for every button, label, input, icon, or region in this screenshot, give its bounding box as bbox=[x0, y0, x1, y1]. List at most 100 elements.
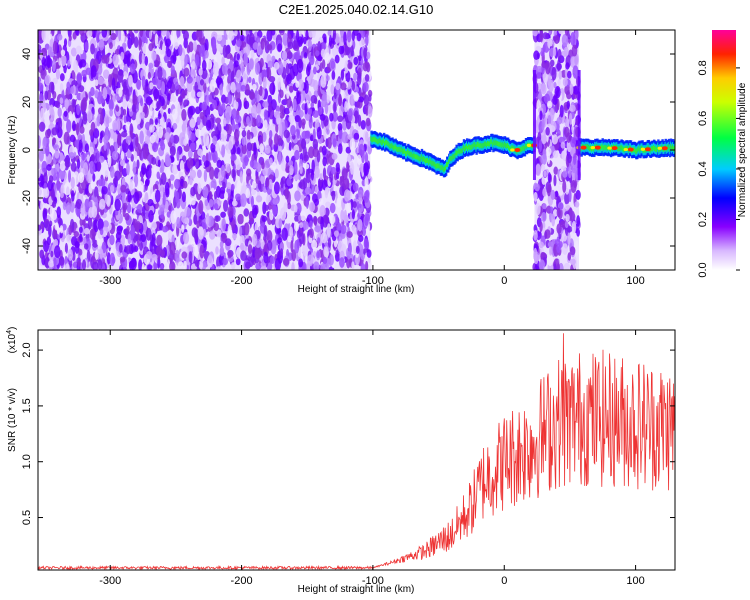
noise-blob bbox=[83, 236, 87, 246]
noise-blob bbox=[287, 41, 294, 50]
noise-blob bbox=[174, 239, 180, 250]
noise-blob bbox=[266, 66, 272, 81]
noise-blob bbox=[252, 180, 257, 189]
noise-blob bbox=[278, 122, 283, 137]
noise-blob bbox=[56, 181, 60, 192]
noise-blob bbox=[38, 58, 41, 68]
noise-blob bbox=[303, 220, 309, 230]
signal-peak-halo bbox=[623, 147, 628, 152]
noise-blob bbox=[576, 228, 580, 237]
noise-blob bbox=[558, 70, 563, 80]
noise-blob bbox=[553, 81, 557, 89]
noise-blob bbox=[320, 263, 326, 270]
noise-blob bbox=[271, 55, 276, 63]
noise-blob bbox=[41, 160, 48, 173]
noise-blob bbox=[43, 172, 48, 185]
signal-peak-halo bbox=[590, 146, 595, 150]
noise-blob bbox=[44, 90, 49, 101]
noise-blob bbox=[556, 207, 561, 218]
noise-blob bbox=[285, 166, 291, 174]
noise-blob bbox=[337, 222, 342, 231]
noise-blob bbox=[114, 142, 118, 152]
noise-blob bbox=[161, 43, 166, 55]
noise-blob bbox=[129, 141, 134, 153]
noise-blob bbox=[343, 178, 350, 191]
noise-blob bbox=[73, 59, 79, 73]
noise-blob bbox=[212, 61, 219, 76]
noise-blob bbox=[357, 96, 365, 103]
noise-blob bbox=[46, 55, 51, 69]
noise-blob bbox=[246, 116, 250, 125]
noise-blob bbox=[56, 171, 60, 184]
noise-blob bbox=[48, 175, 54, 183]
noise-blob bbox=[278, 30, 284, 34]
noise-blob bbox=[99, 228, 104, 236]
y-tick-label-4: 40 bbox=[21, 48, 33, 60]
noise-blob bbox=[296, 48, 300, 62]
noise-blob bbox=[313, 79, 319, 92]
noise-blob bbox=[190, 186, 196, 197]
noise-blob bbox=[262, 76, 267, 90]
noise-blob bbox=[546, 100, 553, 109]
noise-blob bbox=[289, 226, 294, 239]
noise-blob bbox=[563, 126, 570, 138]
noise-blob bbox=[235, 160, 242, 171]
noise-blob bbox=[196, 116, 201, 126]
snr-multiplier-close: ) bbox=[7, 327, 18, 330]
noise-blob bbox=[533, 50, 540, 60]
noise-blob bbox=[286, 95, 292, 109]
y-tick-label-3: 2.0 bbox=[21, 342, 33, 357]
noise-blob bbox=[156, 77, 163, 90]
noise-blob bbox=[355, 245, 360, 254]
noise-blob bbox=[151, 253, 158, 261]
noise-blob bbox=[281, 176, 287, 184]
signal-peak-halo bbox=[657, 146, 662, 150]
noise-blob bbox=[148, 62, 154, 69]
noise-blob bbox=[303, 154, 309, 162]
noise-blob bbox=[78, 139, 83, 153]
noise-blob bbox=[150, 221, 157, 231]
noise-blob bbox=[322, 256, 328, 265]
noise-blob bbox=[66, 67, 71, 80]
noise-blob bbox=[222, 257, 229, 266]
noise-blob bbox=[79, 233, 83, 242]
y-tick-label-2: 1.5 bbox=[21, 398, 33, 413]
noise-blob bbox=[319, 62, 323, 72]
noise-blob bbox=[251, 104, 258, 118]
noise-blob bbox=[127, 233, 132, 245]
noise-blob bbox=[307, 30, 314, 38]
noise-blob bbox=[317, 106, 323, 116]
noise-blob bbox=[64, 242, 68, 255]
noise-blob bbox=[226, 164, 231, 174]
svg-text:(x104): (x104) bbox=[6, 327, 18, 354]
noise-blob bbox=[38, 135, 41, 149]
noise-blob bbox=[206, 114, 211, 122]
noise-blob bbox=[153, 166, 157, 175]
noise-blob bbox=[196, 169, 202, 179]
noise-blob bbox=[99, 248, 104, 260]
noise-blob bbox=[181, 191, 186, 203]
noise-blob bbox=[352, 182, 359, 192]
noise-blob bbox=[240, 242, 245, 251]
noise-blob bbox=[278, 145, 283, 152]
noise-blob bbox=[254, 248, 261, 260]
noise-blob bbox=[351, 224, 357, 235]
noise-blob bbox=[298, 181, 303, 188]
noise-blob bbox=[322, 42, 327, 50]
noise-blob bbox=[321, 145, 327, 156]
noise-blob bbox=[332, 111, 339, 122]
noise-blob bbox=[343, 31, 347, 46]
noise-blob bbox=[365, 213, 370, 222]
noise-blob bbox=[363, 81, 369, 93]
noise-blob bbox=[553, 34, 560, 44]
noise-blob bbox=[166, 168, 171, 180]
noise-blob bbox=[140, 89, 145, 96]
noise-blob bbox=[312, 147, 319, 158]
noise-blob bbox=[222, 117, 227, 127]
noise-blob bbox=[329, 112, 334, 122]
noise-blob bbox=[189, 175, 193, 186]
noise-blob bbox=[542, 32, 549, 40]
noise-blob bbox=[241, 41, 247, 48]
noise-blob bbox=[325, 75, 330, 82]
